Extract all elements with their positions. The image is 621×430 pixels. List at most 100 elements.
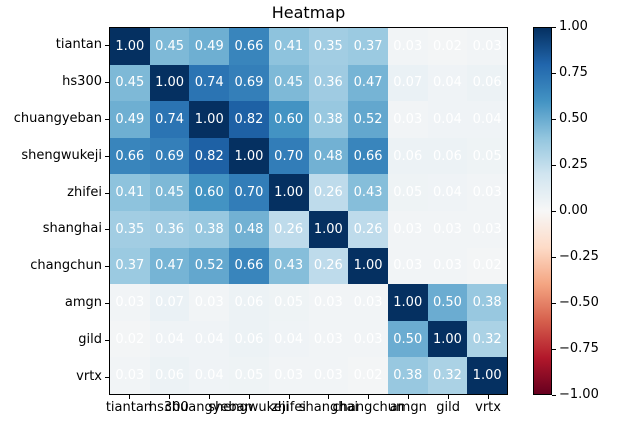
heatmap-cell: 0.49 [110, 101, 150, 138]
colorbar [533, 27, 552, 395]
heatmap-cell: 0.05 [467, 137, 507, 175]
heatmap-cell: 0.43 [348, 174, 388, 211]
heatmap-cell: 0.03 [308, 284, 349, 321]
heatmap-cell: 0.45 [149, 28, 190, 65]
heatmap-cell: 0.82 [189, 137, 230, 175]
heatmap-cell: 1.00 [308, 210, 349, 248]
heatmap-cell: 0.03 [387, 28, 428, 65]
heatmap-cell: 0.52 [348, 101, 388, 138]
heatmap-cell: 0.48 [229, 210, 269, 248]
colorbar-tick-label: −1.00 [559, 387, 599, 402]
x-tick-mark [168, 395, 170, 399]
x-tick-label: zhifei [271, 400, 306, 415]
colorbar-tick-mark [552, 27, 556, 28]
heatmap-cell: 0.35 [308, 28, 349, 65]
heatmap-cell: 0.32 [427, 357, 468, 394]
heatmap-cell: 0.05 [268, 284, 309, 321]
heatmap-cell: 0.82 [229, 101, 269, 138]
y-tick-mark [105, 45, 109, 47]
heatmap-cell: 0.66 [348, 137, 388, 175]
heatmap-cell: 0.41 [268, 28, 309, 65]
y-tick-label: shanghai [42, 221, 102, 237]
x-tick-label: hs300 [148, 400, 189, 415]
heatmap-cell: 0.74 [189, 64, 230, 102]
heatmap-cell: 0.02 [348, 357, 388, 394]
heatmap-cell: 0.04 [467, 101, 507, 138]
heatmap-cell: 0.66 [229, 28, 269, 65]
heatmap-cell: 0.03 [308, 357, 349, 394]
y-tick-label: shengwukeji [21, 147, 102, 163]
colorbar-tick-mark [552, 211, 556, 212]
y-tick-mark [105, 155, 109, 157]
heatmap-cell: 0.06 [229, 284, 269, 321]
x-tick-mark [448, 395, 450, 399]
heatmap-cell: 0.38 [387, 357, 428, 394]
heatmap-cell: 0.06 [149, 357, 190, 394]
x-tick-label: chuangyeban [164, 400, 253, 415]
x-tick-label: changchun [332, 400, 405, 415]
heatmap-cell: 0.04 [427, 64, 468, 102]
y-tick-mark [105, 376, 109, 378]
x-tick-mark [408, 395, 410, 399]
heatmap-cell: 0.47 [348, 64, 388, 102]
heatmap-cell: 0.60 [268, 101, 309, 138]
heatmap-cell: 0.36 [308, 64, 349, 102]
colorbar-tick-label: −0.50 [559, 295, 599, 310]
heatmap-cell: 0.03 [110, 357, 150, 394]
y-tick-mark [105, 303, 109, 304]
heatmap-cell: 0.06 [427, 137, 468, 175]
heatmap-cell: 0.69 [229, 64, 269, 102]
colorbar-tick-mark [552, 303, 556, 304]
heatmap-cell: 1.00 [387, 284, 428, 321]
heatmap-cell: 0.04 [427, 174, 468, 211]
x-tick-label: vrtx [475, 400, 501, 415]
y-tick-label: vrtx [76, 368, 102, 384]
heatmap-cell: 0.47 [149, 247, 190, 285]
colorbar-tick-mark [552, 257, 556, 258]
heatmap-cell: 0.26 [308, 247, 349, 285]
chart-title: Heatmap [271, 3, 346, 22]
heatmap-cell: 0.66 [110, 137, 150, 175]
heatmap-cell: 0.07 [387, 64, 428, 102]
heatmap-cell: 0.03 [467, 28, 507, 65]
y-tick-label: changchun [30, 258, 102, 274]
heatmap-cell: 1.00 [149, 64, 190, 102]
x-tick-mark [128, 395, 130, 399]
x-tick-mark [368, 395, 370, 399]
heatmap-cell: 0.52 [189, 247, 230, 285]
heatmap-cell: 0.04 [149, 320, 190, 358]
x-tick-mark [288, 395, 290, 399]
heatmap-cell: 0.74 [149, 101, 190, 138]
heatmap-cell: 0.26 [268, 210, 309, 248]
y-tick-label: tiantan [55, 37, 102, 53]
colorbar-tick-mark [552, 395, 556, 396]
heatmap-cell: 0.03 [348, 284, 388, 321]
colorbar-tick-label: 0.75 [559, 65, 588, 80]
y-tick-label: hs300 [62, 74, 102, 90]
heatmap-cell: 1.00 [110, 28, 150, 65]
heatmap-cell: 0.70 [229, 174, 269, 211]
heatmap-plot-area: 1.00 0.45 0.49 0.66 0.41 0.35 0.37 0.03 0.02 0.03… [109, 27, 508, 395]
colorbar-tick-label: −0.75 [559, 341, 599, 356]
y-tick-label: gild [78, 331, 102, 347]
heatmap-cell: 1.00 [348, 247, 388, 285]
heatmap-cell: 0.04 [427, 101, 468, 138]
heatmap-cell: 0.26 [308, 174, 349, 211]
heatmap-cell: 0.03 [467, 174, 507, 211]
colorbar-tick-label: 0.25 [559, 157, 588, 172]
heatmap-cell: 0.49 [189, 28, 230, 65]
heatmap-cell: 0.03 [308, 320, 349, 358]
heatmap-cell: 1.00 [268, 174, 309, 211]
heatmap-cell: 0.43 [268, 247, 309, 285]
x-tick-label: shengwukeji [208, 400, 289, 415]
x-tick-label: tiantan [105, 400, 153, 415]
x-tick-label: gild [436, 400, 460, 415]
y-tick-mark [105, 339, 109, 341]
heatmap-cell: 0.38 [308, 101, 349, 138]
heatmap-cell: 0.36 [149, 210, 190, 248]
heatmap-cell: 0.41 [110, 174, 150, 211]
y-tick-mark [105, 82, 109, 84]
y-tick-label: amgn [64, 295, 102, 310]
heatmap-cell: 0.60 [189, 174, 230, 211]
y-tick-label: chuangyeban [13, 111, 102, 126]
